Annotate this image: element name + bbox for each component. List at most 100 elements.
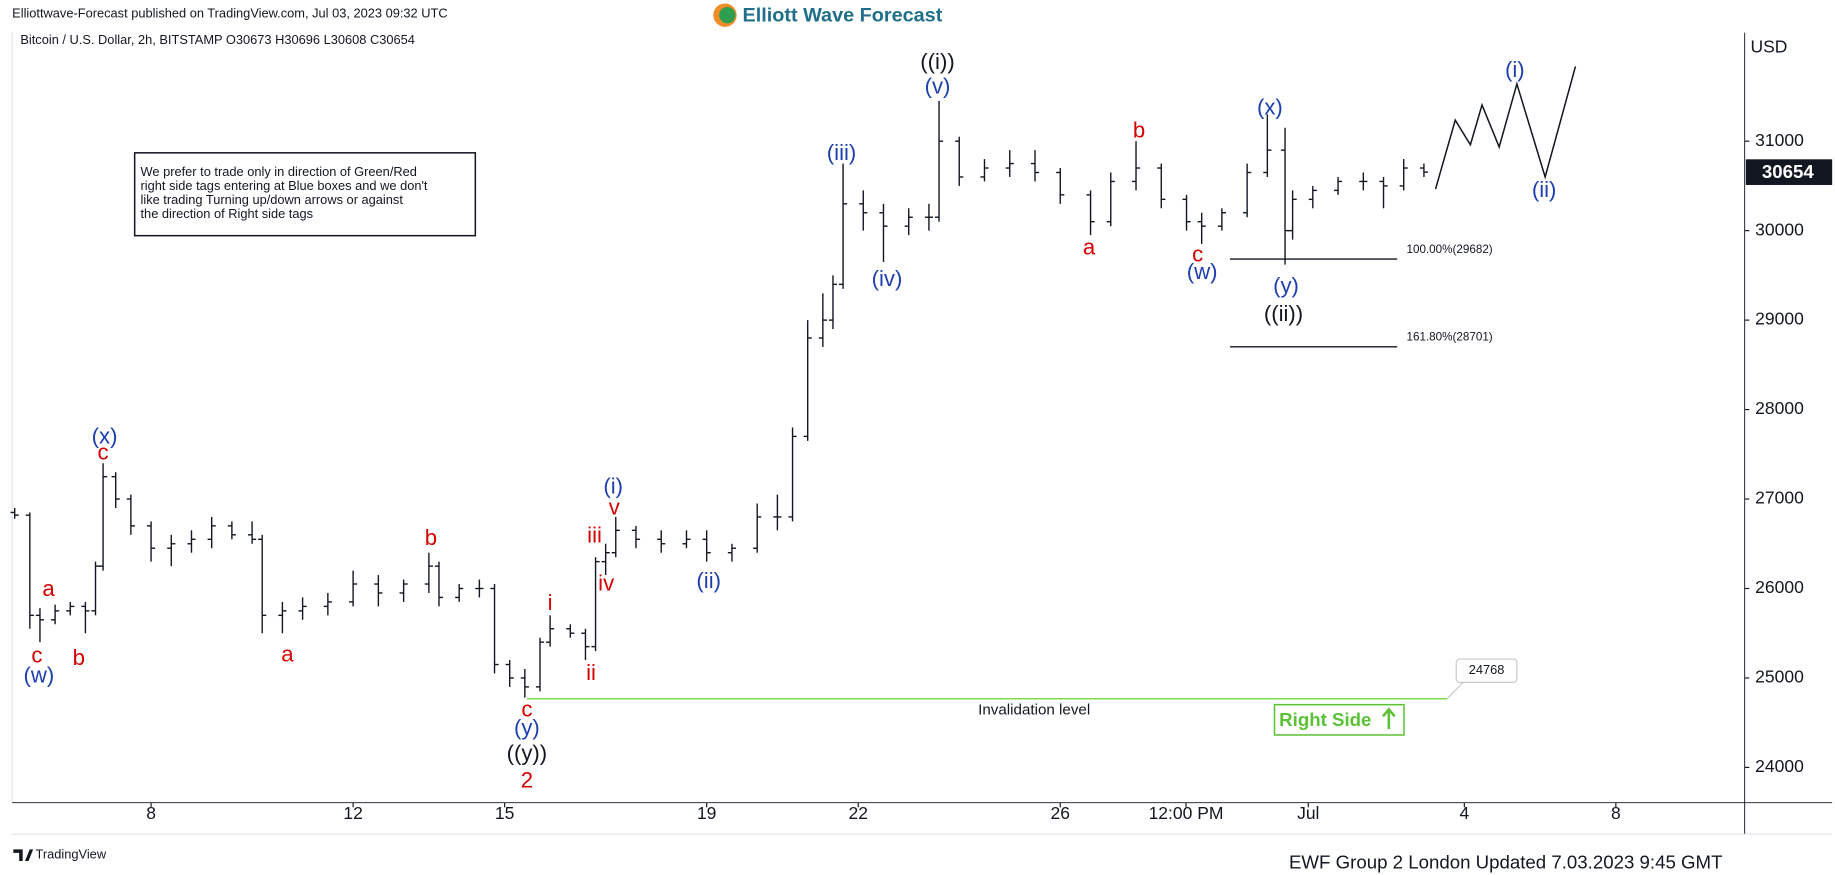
ohlc-bar xyxy=(434,561,444,607)
wave-label: 2 xyxy=(521,768,533,793)
ohlc-bar xyxy=(66,601,75,616)
ohlc-bar xyxy=(374,575,383,607)
ohlc-bar xyxy=(399,579,408,602)
ohlc-bar xyxy=(258,534,267,634)
wave-label: i xyxy=(548,590,553,615)
y-tick-label: 28000 xyxy=(1755,398,1804,418)
ohlc-bar xyxy=(1263,114,1272,177)
price-tag xyxy=(1745,159,1833,185)
x-tick-label: 4 xyxy=(1459,803,1469,823)
ohlc-bar xyxy=(773,494,782,531)
publisher: Elliottwave-Forecast published on Tradin… xyxy=(12,5,447,20)
ohlc-bar xyxy=(207,516,216,549)
x-tick-label: 8 xyxy=(1611,803,1621,823)
ohlc-bar xyxy=(167,534,176,567)
ohlc-bar xyxy=(702,530,711,562)
wave-label: (y) xyxy=(1273,273,1299,298)
ohlc-bar xyxy=(35,608,45,643)
ohlc-bar xyxy=(1106,172,1115,227)
ohlc-bar xyxy=(788,427,797,522)
wave-label: b xyxy=(1133,118,1145,143)
symbol-legend: Bitcoin / U.S. Dollar, 2h, BITSTAMP O306… xyxy=(20,32,415,47)
ohlc-bar xyxy=(1030,150,1040,182)
fib-label: 100.00%(29682) xyxy=(1406,243,1492,256)
ohlc-bar xyxy=(1280,127,1290,265)
tradingview-text: TradingView xyxy=(35,847,106,862)
wave-label: a xyxy=(281,642,294,667)
ohlc-bar xyxy=(566,624,575,638)
ohlc-bar xyxy=(727,543,737,562)
wave-label: b xyxy=(425,525,437,550)
ohlc-bar xyxy=(803,320,812,441)
ohlc-bar xyxy=(955,136,964,186)
wave-label: (ii) xyxy=(696,568,721,593)
ohlc-bar xyxy=(455,584,464,602)
invalidation-connector xyxy=(1446,681,1464,700)
invalidation-label-box xyxy=(1455,658,1518,683)
ohlc-bar xyxy=(934,100,944,222)
note-line: right side tags entering at Blue boxes a… xyxy=(140,178,427,193)
logo-text: Elliott Wave Forecast xyxy=(743,5,943,27)
invalidation-label: 24768 xyxy=(1469,662,1505,677)
wave-label: (v) xyxy=(925,73,951,98)
ohlc-bar xyxy=(490,584,499,674)
ohlc-bar xyxy=(838,163,848,289)
wave-label: (x) xyxy=(1257,94,1283,119)
note-line: the direction of Right side tags xyxy=(140,206,313,221)
ohlc-bar xyxy=(111,472,120,508)
y-tick-label: 24000 xyxy=(1755,756,1804,776)
ohlc-bar xyxy=(859,190,868,231)
ohlc-bar xyxy=(611,516,620,558)
ohlc-bar xyxy=(1131,141,1141,191)
ohlc-bar xyxy=(1333,176,1343,195)
ohlc-bar xyxy=(91,561,100,616)
right-side-text: Right Side xyxy=(1279,709,1371,730)
wave-label: c xyxy=(521,696,532,721)
ohlc-bar xyxy=(505,660,514,687)
ohlc-bar xyxy=(10,507,19,519)
right-side-arrow xyxy=(1382,707,1396,730)
wave-label: ((y)) xyxy=(507,741,548,766)
ohlc-bar xyxy=(227,521,236,540)
ohlc-bar xyxy=(591,557,600,652)
y-tick-label: 27000 xyxy=(1755,488,1804,508)
wave-label: c xyxy=(1192,241,1203,266)
ohlc-bar xyxy=(980,159,989,182)
ohlc-bar xyxy=(535,637,545,692)
ohlc-bar xyxy=(879,203,888,262)
ohlc-bar xyxy=(1086,190,1095,236)
ohlc-bar xyxy=(424,552,433,593)
ohlc-bar xyxy=(1359,172,1368,191)
update-note: EWF Group 2 London Updated 7.03.2023 9:4… xyxy=(1289,851,1723,872)
ohlc-bar xyxy=(1005,150,1014,177)
currency-label: USD xyxy=(1751,36,1788,56)
ohlc-bar xyxy=(1288,190,1297,240)
x-tick-label: Jul xyxy=(1297,803,1319,823)
ohlc-bar xyxy=(146,521,156,562)
logo: Elliott Wave Forecast xyxy=(713,3,943,27)
note-box xyxy=(133,152,477,237)
wave-label: a xyxy=(1083,234,1096,259)
logo-icon xyxy=(719,7,736,24)
x-tick-label: 22 xyxy=(848,803,867,823)
ohlc-bar xyxy=(818,293,827,347)
wave-label: iv xyxy=(598,570,614,595)
x-tick-label: 15 xyxy=(495,803,514,823)
wave-label: (ii) xyxy=(1532,177,1557,202)
ohlc-bar xyxy=(601,543,610,576)
ohlc-bar xyxy=(25,512,34,629)
note-line: We prefer to trade only in direction of … xyxy=(140,164,416,179)
price-tag-label: 30654 xyxy=(1762,161,1815,182)
wave-label: (iii) xyxy=(827,140,857,165)
wave-label: (i) xyxy=(603,474,623,499)
wave-label: b xyxy=(73,645,85,670)
ohlc-bar xyxy=(298,597,307,620)
x-tick-label: 12:00 PM xyxy=(1149,803,1224,823)
ohlc-bar xyxy=(546,615,555,647)
y-tick-label: 26000 xyxy=(1755,577,1804,597)
ohlc-bar xyxy=(187,530,196,553)
wave-label: v xyxy=(609,495,620,520)
